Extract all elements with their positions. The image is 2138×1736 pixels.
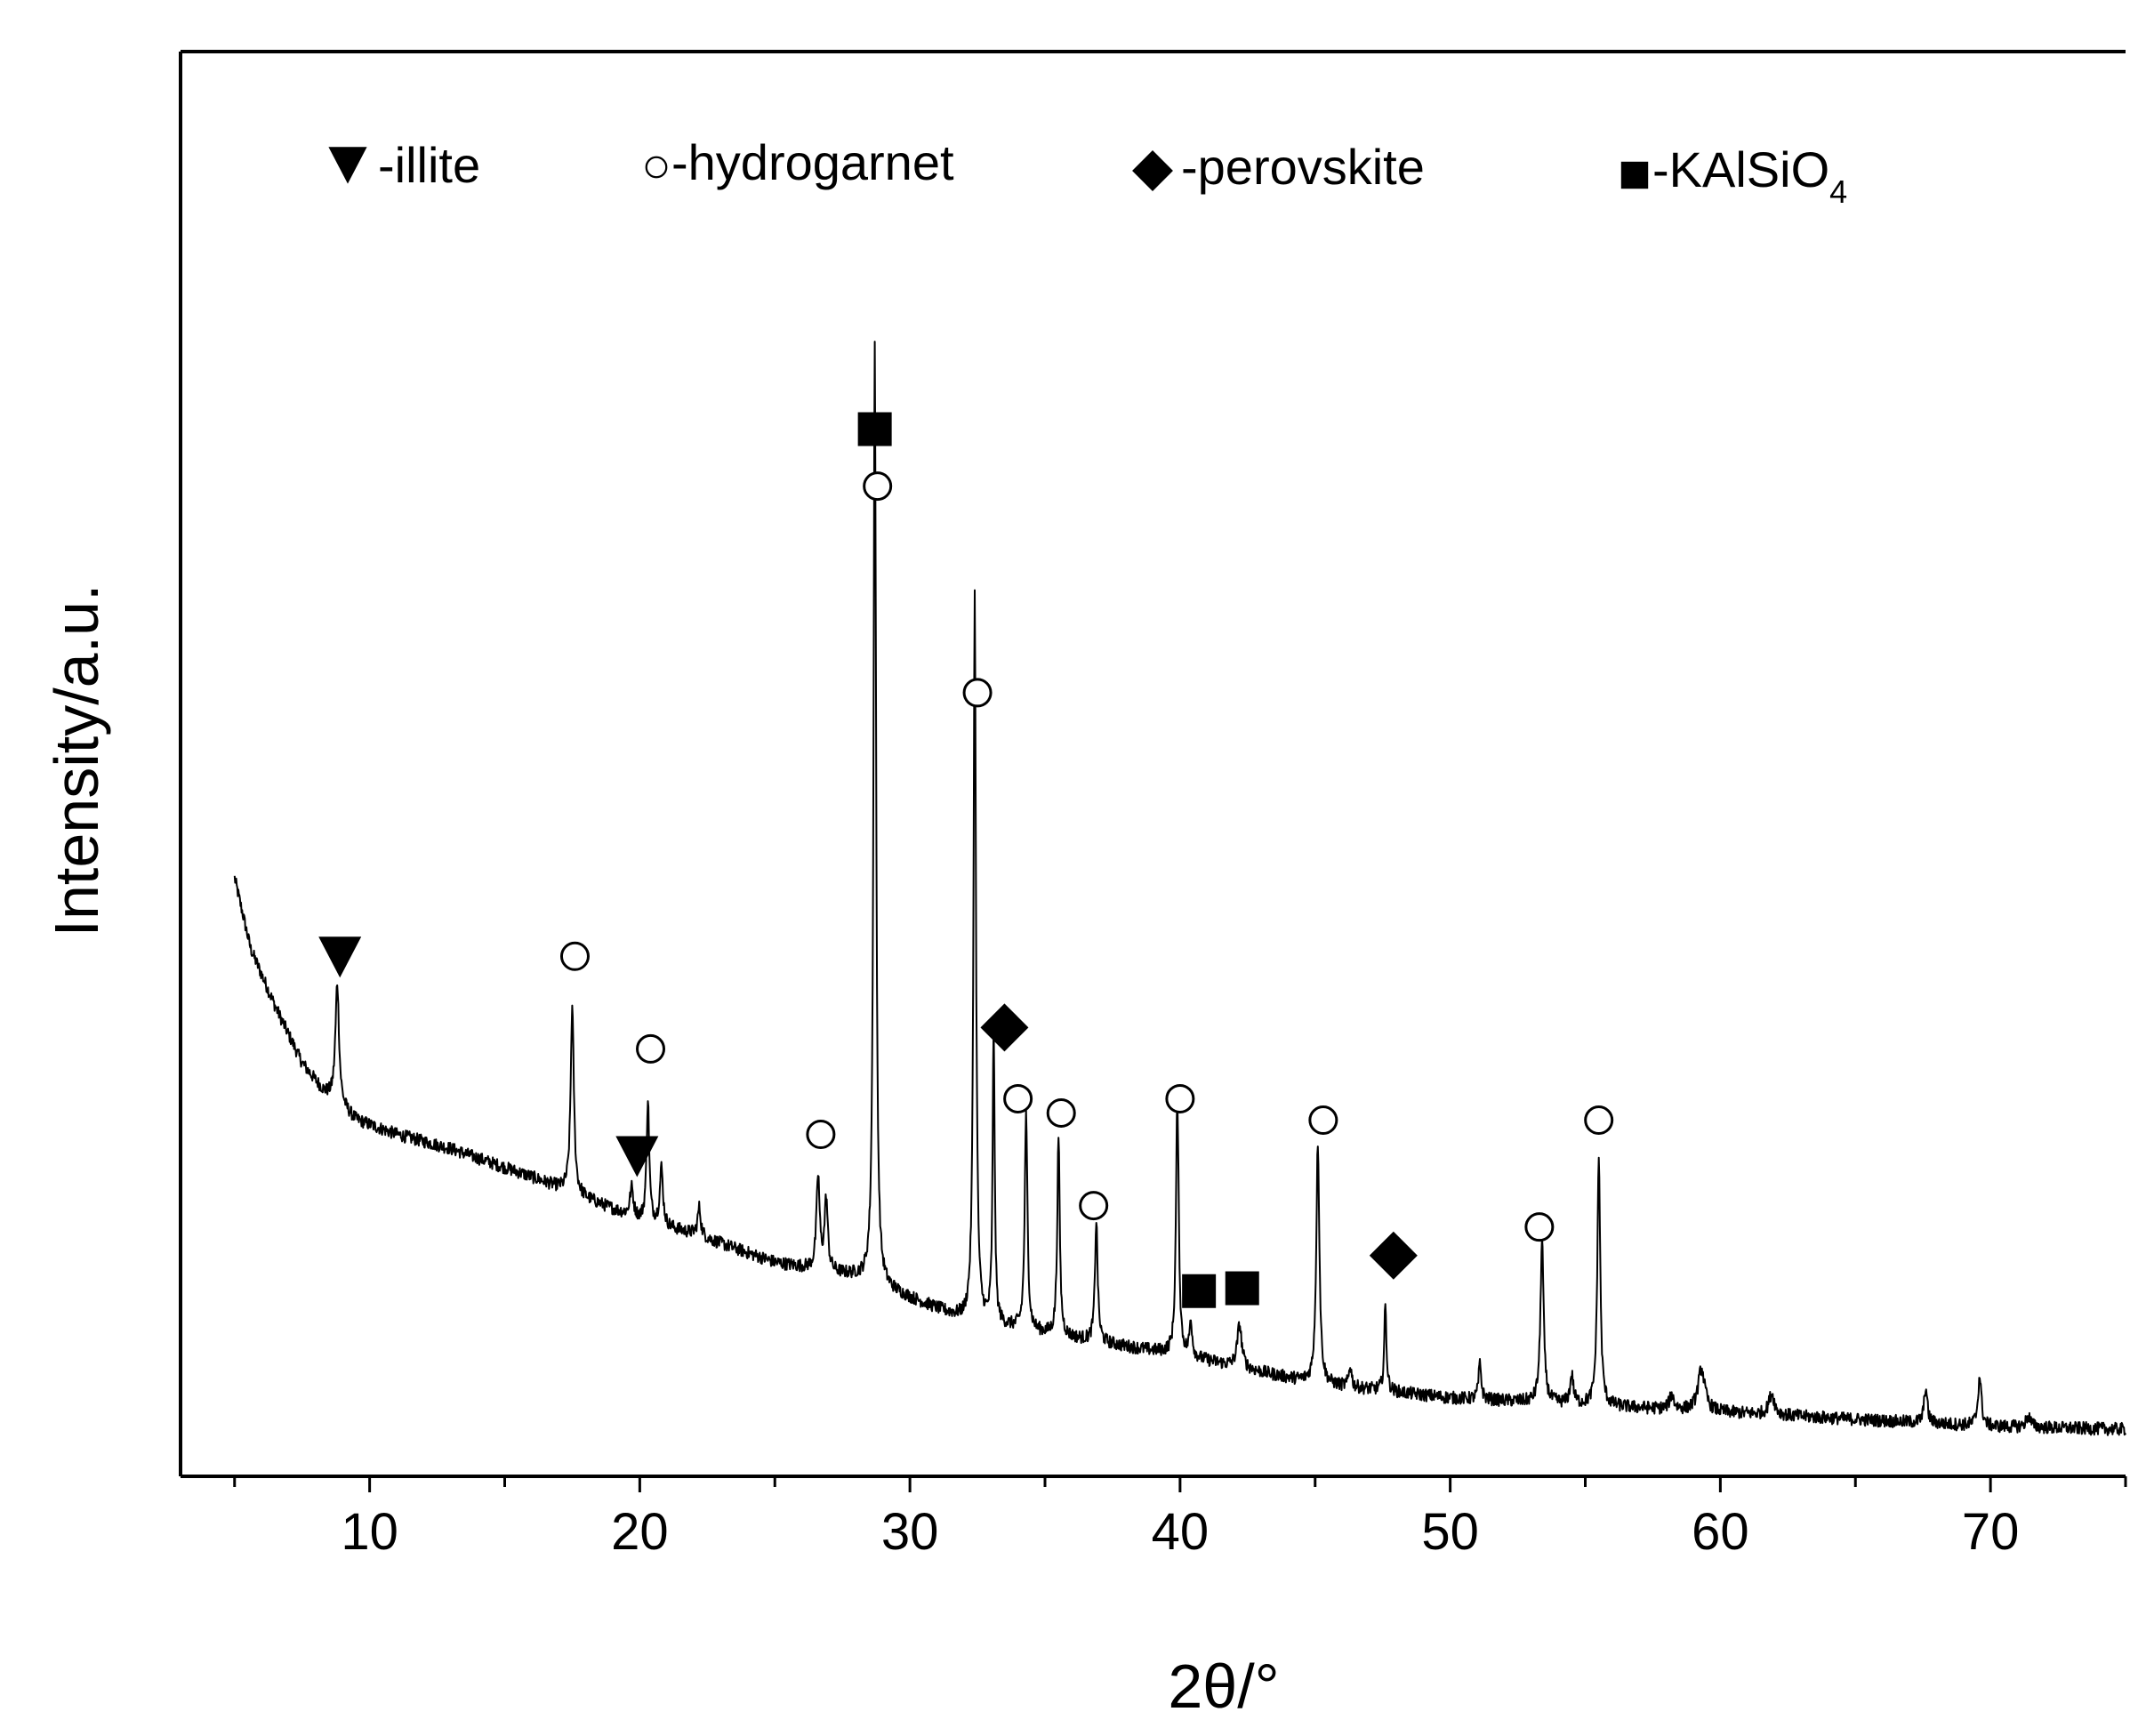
xrd-pattern-line	[233, 341, 2126, 1436]
x-tick-label: 40	[1152, 1503, 1210, 1561]
legend-symbol	[1132, 150, 1173, 191]
square-icon	[1620, 161, 1649, 189]
kalsio4-marker	[857, 412, 892, 446]
x-tick-label: 10	[341, 1503, 398, 1561]
legend-entry-illite: -illite	[328, 137, 480, 193]
legend-label-kalsio4-main: -KAlSiO	[1652, 141, 1829, 197]
hydrogarnet-marker	[1003, 1083, 1033, 1113]
legend-label-perovskite: -perovskite	[1181, 139, 1425, 195]
hydrogarnet-marker	[1584, 1105, 1614, 1135]
legend-marker	[645, 156, 668, 179]
legend: -illite -hydrogarnet -perovskite -KAlSiO…	[328, 134, 1847, 210]
legend-entry-hydrogarnet: -hydrogarnet	[645, 134, 954, 190]
y-axis-label: Intensity/a.u.	[42, 584, 111, 937]
legend-symbol	[1620, 161, 1649, 189]
hydrogarnet-marker	[1165, 1083, 1195, 1113]
triangle-down-icon	[328, 147, 367, 184]
legend-label-kalsio4-subscript: 4	[1829, 173, 1847, 210]
hydrogarnet-marker	[962, 678, 993, 708]
x-axis-label: 2θ/°	[1168, 1652, 1279, 1721]
phase-markers	[318, 412, 1614, 1308]
legend-marker	[328, 147, 367, 184]
x-tick-label: 20	[611, 1503, 669, 1561]
hydrogarnet-marker	[636, 1033, 666, 1064]
x-axis-tick-labels: 10 20 30 40 50 60 70	[341, 1503, 2019, 1561]
kalsio4-marker	[1182, 1274, 1217, 1308]
illite-marker	[318, 936, 362, 978]
legend-symbol	[645, 156, 668, 179]
legend-entry-kalsio4: -KAlSiO4	[1620, 141, 1847, 210]
hydrogarnet-marker	[559, 941, 590, 971]
legend-marker	[1132, 150, 1173, 191]
diamond-icon	[1132, 150, 1173, 191]
circle-icon	[645, 156, 668, 179]
kalsio4-marker	[1225, 1271, 1259, 1306]
perovskite-marker	[1369, 1231, 1418, 1280]
illite-marker	[615, 1136, 659, 1177]
legend-marker	[1620, 161, 1649, 189]
legend-entry-perovskite: -perovskite	[1132, 139, 1425, 195]
perovskite-marker	[980, 1003, 1029, 1052]
legend-symbol	[328, 147, 367, 184]
x-tick-label: 70	[1962, 1503, 2020, 1561]
hydrogarnet-marker	[863, 471, 893, 502]
x-tick-label: 50	[1421, 1503, 1479, 1561]
hydrogarnet-marker	[1524, 1212, 1555, 1242]
x-tick-label: 60	[1692, 1503, 1749, 1561]
legend-label-hydrogarnet: -hydrogarnet	[671, 134, 954, 190]
legend-label-kalsio4: -KAlSiO4	[1652, 141, 1847, 210]
legend-label-illite: -illite	[378, 137, 480, 193]
hydrogarnet-marker	[1079, 1191, 1109, 1221]
hydrogarnet-marker	[806, 1120, 836, 1150]
x-axis-ticks	[233, 1476, 2127, 1492]
hydrogarnet-marker	[1308, 1105, 1338, 1135]
x-tick-label: 30	[881, 1503, 939, 1561]
hydrogarnet-marker	[1046, 1097, 1076, 1128]
